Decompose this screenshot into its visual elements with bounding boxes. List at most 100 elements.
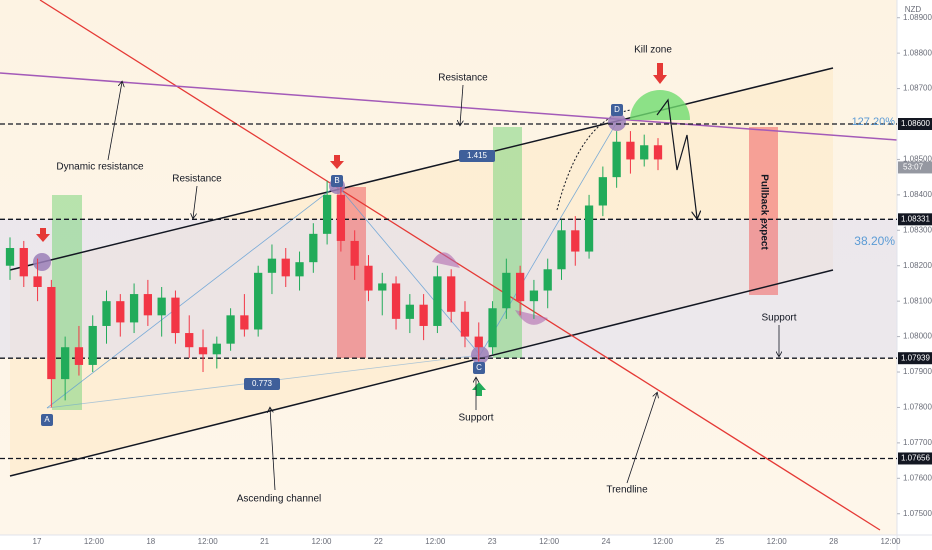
candle-body [212,343,221,355]
candle-body [281,258,290,277]
channel-lower [9,269,834,477]
leader [626,393,657,484]
level-tag [898,213,932,226]
pivot [608,113,626,131]
green-box [493,127,522,358]
x-tick-label: 17 [33,537,42,546]
candle-body [88,325,97,365]
candle-body [336,194,346,241]
countdown-tag [898,161,932,174]
x-tick-label: 12:00 [539,537,560,546]
countdown: 53:07 [903,163,924,172]
candle-body [198,347,208,355]
level-label: 1.08600 [901,119,930,128]
arc [515,310,548,325]
arrow-up [472,382,486,396]
arrow-down [653,63,667,84]
candle-body [571,230,580,252]
candle-body [102,301,111,326]
annotation: Trendline [606,485,648,496]
x-tick-label: 21 [260,537,269,546]
label-box [611,104,623,116]
x-tick-label: 24 [602,537,611,546]
level-tag [898,118,932,131]
y-tick-label: 1.07700 [903,438,932,447]
candle-body [612,141,621,178]
annotation: 1.415 [467,151,488,160]
candle-body [143,294,153,316]
annotation: Resistance [438,73,488,84]
red-box [749,127,778,295]
x-tick-label: 12:00 [425,537,446,546]
x-tick-label: 12:00 [767,537,788,546]
candle-body [433,276,442,326]
candle-body [474,336,483,348]
x-tick-label: 12:00 [880,537,901,546]
level-tag [898,452,932,465]
x-tick-label: 12:00 [84,537,105,546]
candle-body [640,145,649,160]
currency: NZD [905,5,922,14]
annotation: Dynamic resistance [56,162,144,173]
annotation: 38.20% [854,234,895,248]
leader [460,84,463,125]
candle-body [5,248,15,266]
level-tag [898,352,932,365]
candle-body [47,286,56,380]
annotation: Kill zone [634,45,672,56]
annotation: B [334,176,339,185]
candle-body [295,262,304,277]
label-box [331,175,343,187]
annotation: C [476,363,482,372]
x-tick-label: 28 [829,537,838,546]
annotation: 127.20% [852,116,896,128]
candle-body [378,283,387,291]
candle-body [626,141,635,160]
candle-body [226,315,235,344]
curve [556,109,631,211]
annotation: A [44,415,50,424]
x-tick-label: 18 [146,537,155,546]
candle-body [129,294,139,323]
annotation: Support [761,313,796,324]
leader [270,408,276,491]
leader [107,82,122,161]
y-tick-label: 1.08200 [903,261,932,270]
xabcd-path [46,121,618,409]
candle-body [529,290,539,302]
y-tick-label: 1.08100 [903,296,932,305]
y-tick-label: 1.07600 [903,473,932,482]
candle-body [598,177,607,206]
y-tick-label: 1.08000 [903,332,932,341]
pullback-path [656,98,697,218]
candle-body [543,269,552,291]
candle-body [557,230,566,270]
candle-body [405,304,414,319]
candle-body [447,276,456,312]
level-label: 1.07656 [901,454,930,463]
candle-body [515,272,525,302]
y-tick-label: 1.07800 [903,403,932,412]
arrow-down [330,155,344,169]
y-tick-label: 1.08400 [903,190,932,199]
y-tick-label: 1.08900 [903,13,932,22]
y-tick-label: 1.08700 [903,84,932,93]
y-tick-label: 1.08800 [903,48,932,57]
candle-body [309,233,318,263]
label-box [41,414,53,426]
candle-body [61,347,70,380]
candle-body [653,145,663,160]
arc [432,252,460,268]
y-tick-label: 1.08500 [903,155,932,164]
y-tick-label: 1.07900 [903,367,932,376]
arrow-down [36,228,50,242]
x-tick-label: 12:00 [653,537,674,546]
candle-body [267,258,277,273]
candle-body [19,248,28,277]
x-tick-label: 23 [488,537,497,546]
candle-body [322,194,332,234]
level-label: 1.07939 [901,353,930,362]
candle-body [254,272,263,330]
candle-body [350,240,359,266]
